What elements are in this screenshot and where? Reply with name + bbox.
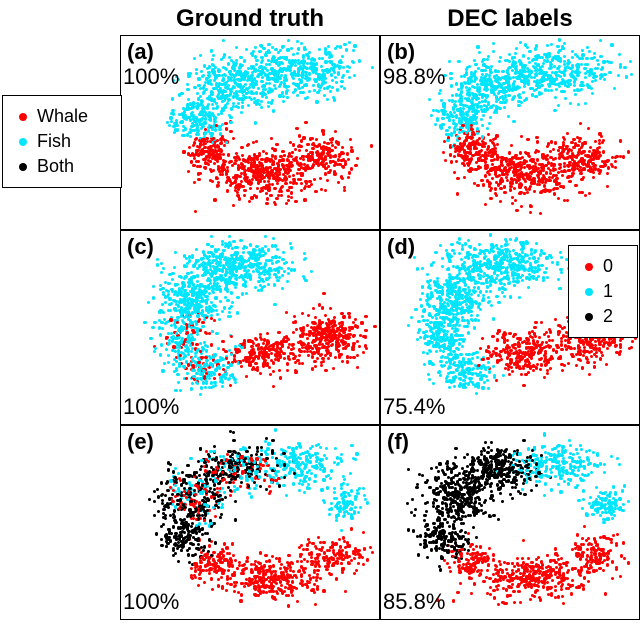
legend-dot-icon bbox=[585, 313, 593, 321]
legend-label: Both bbox=[37, 156, 74, 177]
percent-a: 100% bbox=[123, 64, 179, 90]
column-headers: Ground truth DEC labels bbox=[120, 0, 640, 38]
legend-dot-icon bbox=[19, 113, 27, 121]
panel-b: (b) 98.8% bbox=[380, 35, 640, 230]
panel-label-f: (f) bbox=[387, 429, 409, 455]
panel-label-a: (a) bbox=[127, 39, 154, 65]
legend-item-whale: Whale bbox=[13, 104, 111, 129]
legend-label: Whale bbox=[37, 106, 88, 127]
header-dec-labels: DEC labels bbox=[380, 0, 640, 38]
legend-label: 0 bbox=[603, 256, 613, 277]
legend-dot-icon bbox=[19, 163, 27, 171]
percent-f: 85.8% bbox=[383, 589, 445, 615]
panel-label-b: (b) bbox=[387, 39, 415, 65]
panel-a: (a) 100% bbox=[120, 35, 380, 230]
panel-f: (f) 85.8% bbox=[380, 425, 640, 620]
percent-c: 100% bbox=[123, 394, 179, 420]
percent-d: 75.4% bbox=[383, 394, 445, 420]
percent-e: 100% bbox=[123, 589, 179, 615]
legend-dot-icon bbox=[585, 263, 593, 271]
header-ground-truth: Ground truth bbox=[120, 0, 380, 38]
panel-c: (c) 100% bbox=[120, 230, 380, 425]
legend-label: Fish bbox=[37, 131, 71, 152]
panel-grid: (a) 100% (b) 98.8% (c) 100% (d) 75.4% (e… bbox=[120, 35, 640, 620]
percent-b: 98.8% bbox=[383, 64, 445, 90]
legend-item-2: 2 bbox=[579, 304, 627, 329]
legend-label: 1 bbox=[603, 281, 613, 302]
panel-label-c: (c) bbox=[127, 234, 154, 260]
legend-label: 2 bbox=[603, 306, 613, 327]
legend-dot-icon bbox=[585, 288, 593, 296]
legend-item-both: Both bbox=[13, 154, 111, 179]
legend-item-1: 1 bbox=[579, 279, 627, 304]
legend-item-fish: Fish bbox=[13, 129, 111, 154]
panel-label-d: (d) bbox=[387, 234, 415, 260]
legend-dec: 0 1 2 bbox=[568, 245, 638, 338]
panel-e: (e) 100% bbox=[120, 425, 380, 620]
legend-ground-truth: Whale Fish Both bbox=[2, 95, 122, 188]
panel-label-e: (e) bbox=[127, 429, 154, 455]
legend-dot-icon bbox=[19, 138, 27, 146]
legend-item-0: 0 bbox=[579, 254, 627, 279]
